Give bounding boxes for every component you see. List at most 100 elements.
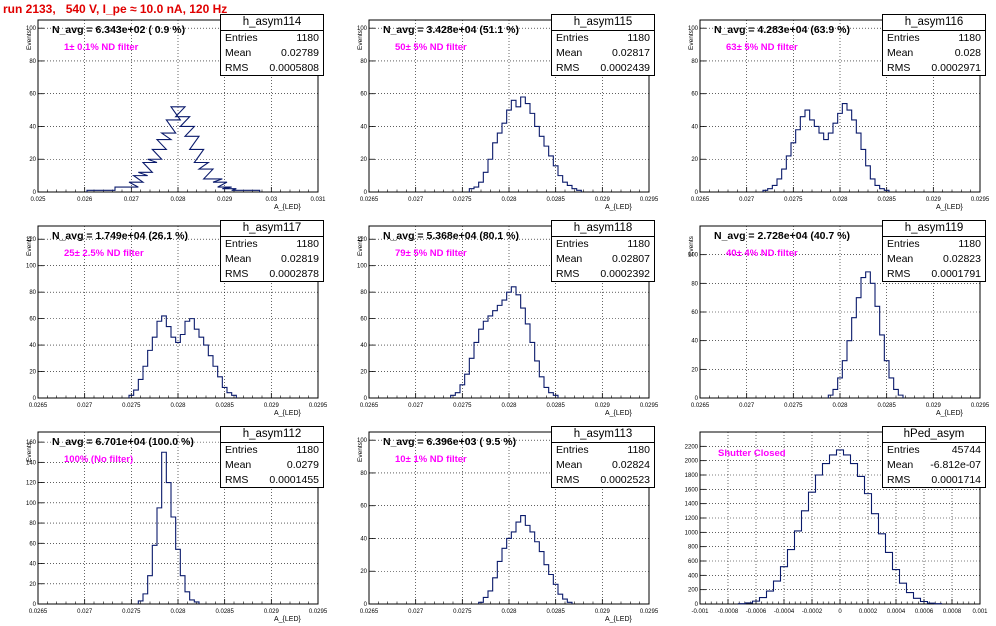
- y-axis-label: Events: [26, 30, 33, 50]
- histogram-bin: [886, 552, 893, 604]
- x-tick-label: 0.026: [77, 197, 93, 203]
- histogram-bin: [746, 603, 753, 604]
- x-tick-label: 0.025: [30, 197, 46, 203]
- x-axis-label: A_{LED}: [274, 204, 301, 211]
- x-tick-label: 0.0285: [215, 609, 234, 615]
- stats-value: 0.0002878: [269, 267, 319, 282]
- stats-value: 0.02817: [612, 46, 650, 61]
- x-tick-label: 0.029: [264, 403, 280, 409]
- y-tick-label: 40: [29, 124, 36, 130]
- n-avg-annotation: N_avg = 6.343e+02 ( 0.9 %): [52, 24, 185, 36]
- histogram-bin: [810, 120, 815, 192]
- x-tick-label: 0.027: [124, 197, 140, 203]
- histogram-bin: [152, 337, 157, 398]
- histogram-bin: [493, 143, 498, 192]
- x-tick-label: 0.0275: [453, 197, 472, 203]
- stats-label: Entries: [887, 443, 920, 458]
- x-tick-label: 0.0285: [546, 609, 565, 615]
- stats-label: RMS: [887, 473, 910, 488]
- x-tick-label: 0.0275: [453, 403, 472, 409]
- x-tick-label: 0.028: [170, 403, 186, 409]
- histogram-bin: [507, 538, 512, 604]
- histogram-bin: [898, 395, 903, 398]
- histogram-bin: [539, 136, 544, 192]
- x-tick-label: 0.0275: [784, 403, 803, 409]
- y-tick-label: 40: [691, 124, 698, 130]
- histogram-bin: [893, 570, 900, 604]
- y-tick-label: 2200: [685, 444, 699, 450]
- y-tick-label: 100: [26, 264, 37, 270]
- y-tick-label: 20: [29, 582, 36, 588]
- y-tick-label: 40: [29, 562, 36, 568]
- stats-label: Mean: [225, 46, 251, 61]
- histogram-bin: [809, 492, 816, 604]
- histogram-bin: [483, 172, 488, 192]
- x-axis-label: A_{LED}: [274, 410, 301, 417]
- x-tick-label: -0.0004: [774, 609, 795, 615]
- histogram-bin: [525, 104, 530, 192]
- histogram-bin: [507, 292, 512, 398]
- x-tick-label: 0.0295: [971, 403, 990, 409]
- stats-label: Entries: [556, 443, 589, 458]
- stats-value: 0.02823: [943, 252, 981, 267]
- x-tick-label: 0.0285: [546, 197, 565, 203]
- histogram-bin: [511, 287, 516, 398]
- y-tick-label: 400: [688, 573, 699, 579]
- histogram-bin: [928, 603, 935, 604]
- histogram-bin: [577, 190, 582, 192]
- y-axis-label: Events: [26, 442, 33, 462]
- x-tick-label: 0.027: [77, 403, 93, 409]
- histogram-bin: [819, 133, 824, 192]
- stats-label: Mean: [556, 46, 582, 61]
- histogram-bin: [572, 189, 577, 192]
- histogram-bin: [469, 358, 474, 398]
- histogram-bin: [847, 110, 852, 192]
- histogram-bin: [875, 185, 880, 192]
- x-tick-label: 0.0002: [859, 609, 878, 615]
- histogram-bin: [166, 327, 171, 398]
- x-tick-label: 0.028: [501, 609, 517, 615]
- x-tick-label: 0.0265: [29, 609, 48, 615]
- y-tick-label: 40: [29, 343, 36, 349]
- stats-label: Mean: [556, 252, 582, 267]
- n-avg-annotation: N_avg = 4.283e+04 (63.9 %): [714, 24, 850, 36]
- x-tick-label: 0.028: [170, 609, 186, 615]
- histogram-bin: [162, 316, 167, 398]
- histogram-bin: [842, 361, 847, 398]
- histogram-bin: [563, 182, 568, 192]
- x-tick-label: 0.0275: [784, 197, 803, 203]
- histogram-bin: [774, 581, 781, 604]
- x-tick-label: 0.0275: [122, 609, 141, 615]
- histogram-bin: [166, 483, 171, 604]
- histogram-bin: [753, 601, 760, 604]
- x-tick-label: 0.0265: [691, 197, 710, 203]
- histogram-bin: [483, 321, 488, 398]
- x-tick-label: 0.031: [310, 197, 326, 203]
- x-tick-label: 0.029: [595, 403, 611, 409]
- y-tick-label: 1600: [685, 487, 699, 493]
- x-tick-label: 0.0295: [640, 403, 659, 409]
- x-tick-label: -0.001: [691, 609, 709, 615]
- stats-label: Mean: [225, 458, 251, 473]
- histogram-bin: [511, 532, 516, 604]
- stats-label: Mean: [225, 252, 251, 267]
- x-tick-label: 0.0275: [122, 403, 141, 409]
- stats-title: h_asym117: [221, 221, 323, 237]
- stats-value: 0.0002971: [931, 61, 981, 76]
- histogram-bin: [563, 599, 568, 604]
- histogram-bin: [856, 298, 861, 398]
- histogram-bin: [227, 393, 232, 398]
- y-tick-label: 120: [26, 481, 37, 487]
- y-tick-label: 0: [364, 190, 368, 196]
- x-tick-label: 0.0295: [971, 197, 990, 203]
- stats-value: 1180: [958, 31, 981, 46]
